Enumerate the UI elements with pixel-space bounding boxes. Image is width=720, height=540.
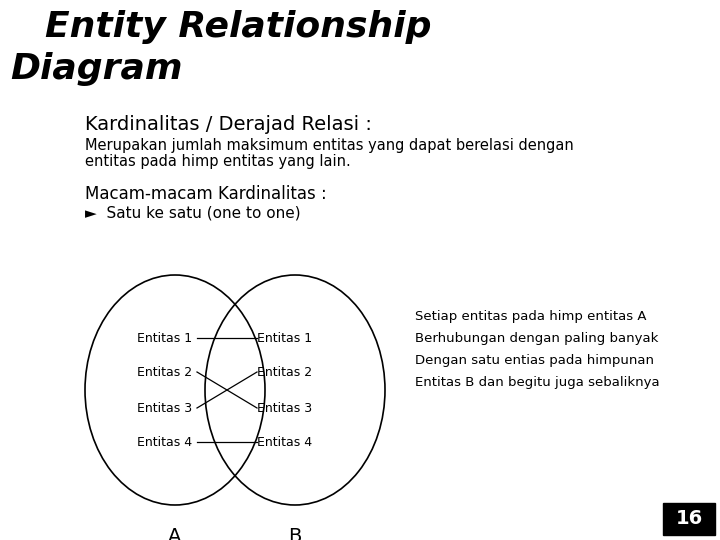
Text: A: A [168,527,181,540]
Text: B: B [288,527,302,540]
Text: Kardinalitas / Derajad Relasi :: Kardinalitas / Derajad Relasi : [85,115,372,134]
Text: Diagram: Diagram [10,52,182,86]
Text: Berhubungan dengan paling banyak: Berhubungan dengan paling banyak [415,332,658,345]
Text: Entitas B dan begitu juga sebaliknya: Entitas B dan begitu juga sebaliknya [415,376,660,389]
Text: Setiap entitas pada himp entitas A: Setiap entitas pada himp entitas A [415,310,647,323]
Text: Entitas 2: Entitas 2 [257,366,312,379]
Text: ►  Satu ke satu (one to one): ► Satu ke satu (one to one) [85,206,301,221]
Text: Entitas 2: Entitas 2 [137,366,192,379]
Text: Entitas 1: Entitas 1 [137,332,192,345]
Text: Entitas 4: Entitas 4 [137,435,192,449]
Text: Entity Relationship: Entity Relationship [45,10,431,44]
Text: entitas pada himp entitas yang lain.: entitas pada himp entitas yang lain. [85,154,351,169]
Text: Entitas 4: Entitas 4 [257,435,312,449]
Text: Entitas 3: Entitas 3 [137,402,192,415]
Text: Entitas 3: Entitas 3 [257,402,312,415]
Text: Dengan satu entias pada himpunan: Dengan satu entias pada himpunan [415,354,654,367]
Text: Entitas 1: Entitas 1 [257,332,312,345]
Text: Macam-macam Kardinalitas :: Macam-macam Kardinalitas : [85,185,327,203]
Text: Merupakan jumlah maksimum entitas yang dapat berelasi dengan: Merupakan jumlah maksimum entitas yang d… [85,138,574,153]
Bar [663,503,715,535]
Text: 16: 16 [675,510,703,529]
